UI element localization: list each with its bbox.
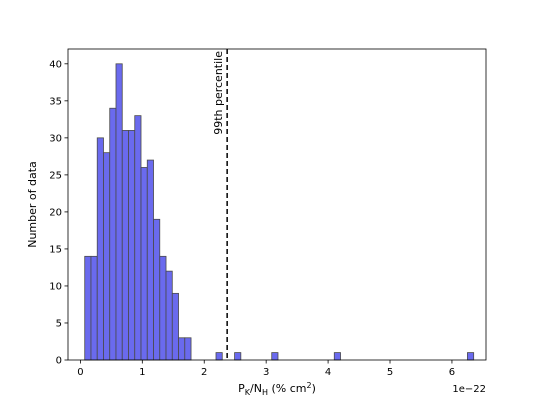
histogram-bar-18 [234, 352, 242, 361]
y-tick-label-0: 0 [56, 356, 62, 367]
histogram-bar-0 [84, 255, 92, 361]
y-tick-label-4: 20 [49, 207, 62, 218]
axes-group: 0 1 2 3 4 5 6 0 5 10 15 20 25 30 35 40 [49, 48, 487, 378]
y-tick-label-2: 10 [49, 281, 62, 292]
histogram-bar-8 [134, 115, 142, 361]
histogram-bar-9 [140, 167, 148, 361]
percentile-label: 99th percentile [212, 51, 225, 135]
histogram-bar-13 [165, 270, 173, 361]
y-axis-label: Number of data [26, 161, 39, 248]
histogram-bar-17 [215, 352, 223, 361]
y-tick-label-6: 30 [49, 133, 62, 144]
x-offset-label: 1e−22 [452, 384, 486, 395]
histogram-bar-1 [90, 255, 98, 361]
y-tick-label-1: 5 [56, 318, 62, 329]
histogram-bar-2 [96, 137, 104, 361]
histogram-bar-15 [178, 337, 186, 361]
histogram-bar-14 [171, 292, 179, 361]
x-tick-label-5: 5 [387, 367, 393, 378]
histogram-bar-3 [103, 152, 111, 361]
x-tick-label-6: 6 [449, 367, 455, 378]
threshold-group: 99th percentile [212, 49, 228, 360]
labels-group: PK/NH (% cm2) Number of data 1e−22 [26, 161, 486, 397]
histogram-bar-21 [467, 352, 475, 361]
histogram-bar-16 [184, 337, 192, 361]
y-tick-label-8: 40 [49, 59, 62, 70]
histogram-bar-6 [121, 130, 129, 361]
histogram-bar-19 [271, 352, 279, 361]
plot-frame [67, 48, 487, 361]
x-tick-label-1: 1 [139, 367, 145, 378]
histogram-bar-5 [115, 63, 123, 361]
bars-group [84, 63, 475, 361]
x-tick-label-2: 2 [201, 367, 207, 378]
y-tick-label-3: 15 [49, 244, 62, 255]
x-tick-label-3: 3 [263, 367, 269, 378]
histogram-bar-11 [153, 218, 161, 361]
x-tick-label-4: 4 [325, 367, 331, 378]
histogram-bar-20 [333, 352, 341, 361]
histogram-bar-4 [109, 107, 117, 361]
x-tick-label-0: 0 [77, 367, 83, 378]
x-axis-label: PK/NH (% cm2) [238, 381, 316, 397]
histogram-bar-12 [159, 255, 167, 361]
y-tick-label-5: 25 [49, 170, 62, 181]
y-tick-label-7: 35 [49, 96, 62, 107]
histogram-bar-7 [128, 130, 136, 361]
histogram-bar-10 [146, 159, 154, 361]
